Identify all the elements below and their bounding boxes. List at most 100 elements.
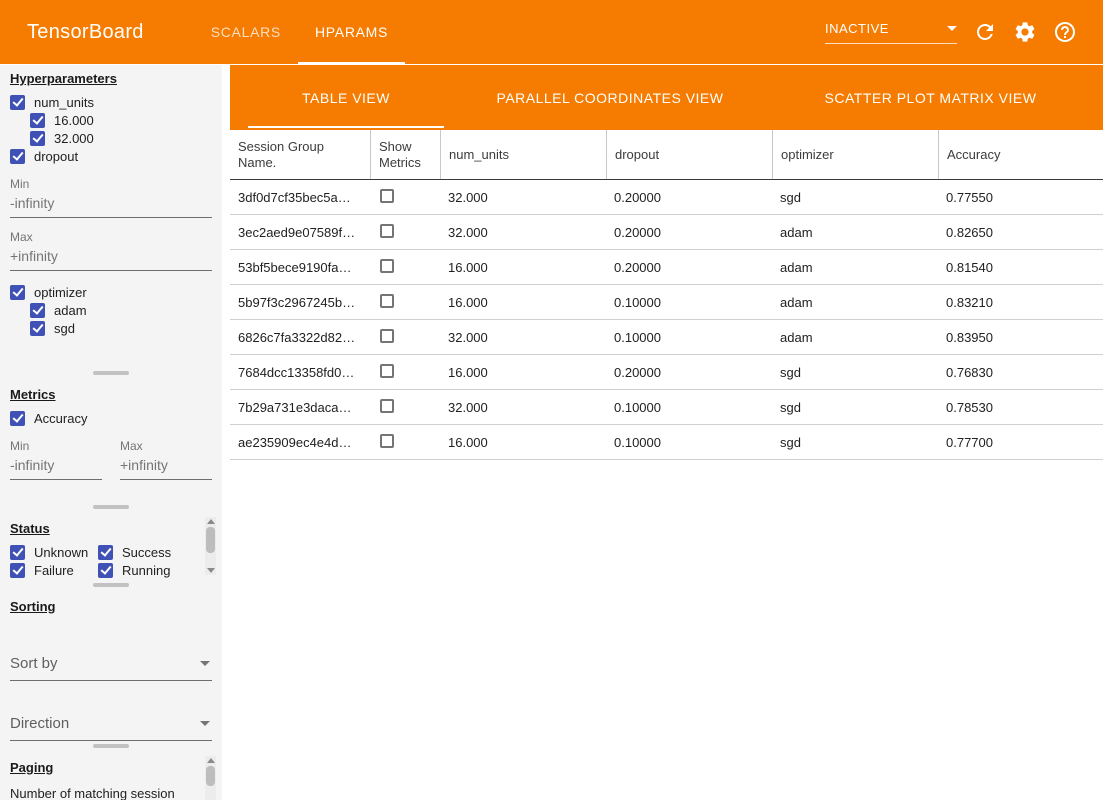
- show-metrics-cell: [370, 259, 440, 276]
- checkbox-row-failure[interactable]: Failure: [10, 561, 98, 579]
- settings-button[interactable]: [1013, 20, 1037, 44]
- metric-min-input[interactable]: -infinity: [10, 453, 102, 480]
- metrics-section: Metrics Accuracy Min -infinity Max +infi…: [0, 381, 222, 499]
- metric-min-label: Min: [10, 439, 102, 453]
- checkbox-label: num_units: [34, 95, 94, 110]
- scroll-thumb[interactable]: [206, 527, 215, 553]
- reload-status-value: INACTIVE: [825, 21, 889, 36]
- matching-groups-text: Number of matching session groups: 8: [10, 785, 192, 800]
- resize-handle[interactable]: [93, 505, 129, 509]
- column-header-session-group-name[interactable]: Session Group Name.: [230, 130, 370, 179]
- optimizer-cell: adam: [772, 260, 938, 275]
- checkbox-checked-icon[interactable]: [10, 285, 25, 300]
- resize-handle[interactable]: [93, 371, 129, 375]
- tab-parallel-coordinates-view[interactable]: PARALLEL COORDINATES VIEW: [462, 65, 758, 130]
- column-header-optimizer[interactable]: optimizer: [772, 130, 938, 179]
- show-metrics-checkbox[interactable]: [380, 189, 394, 203]
- checkbox-row-dropout[interactable]: dropout: [10, 147, 212, 165]
- plugin-tabs: SCALARS HPARAMS: [194, 0, 405, 64]
- sorting-heading: Sorting: [10, 599, 56, 614]
- show-metrics-checkbox[interactable]: [380, 399, 394, 413]
- checkbox-row-num-units-16[interactable]: 16.000: [30, 111, 212, 129]
- checkbox-label: Failure: [34, 563, 74, 578]
- status-options: Unknown Success Failure Running: [10, 543, 198, 579]
- resize-handle[interactable]: [93, 583, 129, 587]
- tab-scalars[interactable]: SCALARS: [194, 0, 298, 64]
- checkbox-row-accuracy[interactable]: Accuracy: [10, 409, 212, 427]
- tab-hparams-label: HPARAMS: [315, 24, 388, 40]
- scroll-down-icon[interactable]: [207, 568, 215, 573]
- session-group-name-cell: 7b29a731e3daca…: [230, 400, 370, 415]
- tab-table-view[interactable]: TABLE VIEW: [230, 65, 462, 130]
- hparams-sidebar: Hyperparameters num_units 16.000 32.000 …: [0, 65, 222, 800]
- show-metrics-cell: [370, 329, 440, 346]
- status-scrollbar[interactable]: [205, 517, 216, 575]
- checkbox-checked-icon[interactable]: [30, 131, 45, 146]
- column-header-dropout[interactable]: dropout: [606, 130, 772, 179]
- show-metrics-checkbox[interactable]: [380, 329, 394, 343]
- direction-select[interactable]: Direction: [10, 711, 212, 741]
- checkbox-label: 32.000: [54, 131, 94, 146]
- num-units-cell: 16.000: [440, 295, 606, 310]
- tab-scatter-plot-matrix-view[interactable]: SCATTER PLOT MATRIX VIEW: [758, 65, 1103, 130]
- session-group-name-cell: 7684dcc13358fd0…: [230, 365, 370, 380]
- dropout-max-input[interactable]: +infinity: [10, 244, 212, 271]
- accuracy-cell: 0.83950: [938, 330, 1103, 345]
- show-metrics-cell: [370, 294, 440, 311]
- column-header-accuracy[interactable]: Accuracy: [938, 130, 1103, 179]
- show-metrics-checkbox[interactable]: [380, 259, 394, 273]
- scroll-up-icon[interactable]: [207, 519, 215, 524]
- checkbox-row-num-units[interactable]: num_units: [10, 93, 212, 111]
- show-metrics-checkbox[interactable]: [380, 294, 394, 308]
- checkbox-row-unknown[interactable]: Unknown: [10, 543, 98, 561]
- metrics-heading: Metrics: [10, 387, 56, 402]
- checkbox-label: optimizer: [34, 285, 87, 300]
- dropdown-caret-icon: [947, 26, 957, 31]
- resize-handle[interactable]: [93, 744, 129, 748]
- table-row: 53bf5bece9190fa… 16.000 0.20000 adam 0.8…: [230, 250, 1103, 285]
- checkbox-checked-icon[interactable]: [30, 303, 45, 318]
- checkbox-checked-icon[interactable]: [30, 321, 45, 336]
- scroll-thumb[interactable]: [206, 766, 215, 786]
- checkbox-row-sgd[interactable]: sgd: [30, 319, 212, 337]
- checkbox-checked-icon[interactable]: [10, 545, 25, 560]
- metric-max-input[interactable]: +infinity: [120, 453, 212, 480]
- show-metrics-checkbox[interactable]: [380, 224, 394, 238]
- checkbox-checked-icon[interactable]: [10, 411, 25, 426]
- table-row: 7684dcc13358fd0… 16.000 0.20000 sgd 0.76…: [230, 355, 1103, 390]
- paging-heading: Paging: [10, 760, 53, 775]
- show-metrics-checkbox[interactable]: [380, 364, 394, 378]
- checkbox-checked-icon[interactable]: [10, 149, 25, 164]
- refresh-button[interactable]: [973, 20, 997, 44]
- tab-scatter-plot-matrix-view-label: SCATTER PLOT MATRIX VIEW: [825, 90, 1037, 106]
- checkbox-row-success[interactable]: Success: [98, 543, 198, 561]
- accuracy-cell: 0.82650: [938, 225, 1103, 240]
- column-header-show-metrics[interactable]: Show Metrics: [370, 130, 440, 179]
- session-group-name-cell: ae235909ec4e4d…: [230, 435, 370, 450]
- show-metrics-checkbox[interactable]: [380, 434, 394, 448]
- checkbox-checked-icon[interactable]: [30, 113, 45, 128]
- help-button[interactable]: [1053, 20, 1077, 44]
- checkbox-row-optimizer[interactable]: optimizer: [10, 283, 212, 301]
- sort-by-select[interactable]: Sort by: [10, 651, 212, 681]
- checkbox-row-num-units-32[interactable]: 32.000: [30, 129, 212, 147]
- accuracy-cell: 0.78530: [938, 400, 1103, 415]
- num-units-cell: 32.000: [440, 225, 606, 240]
- scroll-up-icon[interactable]: [207, 758, 215, 763]
- checkbox-label: Running: [122, 563, 170, 578]
- dropout-min-input[interactable]: -infinity: [10, 191, 212, 218]
- paging-scrollbar[interactable]: [205, 756, 216, 800]
- tab-hparams[interactable]: HPARAMS: [298, 0, 405, 64]
- dropout-cell: 0.10000: [606, 295, 772, 310]
- table-row: 7b29a731e3daca… 32.000 0.10000 sgd 0.785…: [230, 390, 1103, 425]
- checkbox-checked-icon[interactable]: [98, 545, 113, 560]
- optimizer-cell: adam: [772, 330, 938, 345]
- checkbox-checked-icon[interactable]: [10, 563, 25, 578]
- checkbox-row-adam[interactable]: adam: [30, 301, 212, 319]
- column-header-num-units[interactable]: num_units: [440, 130, 606, 179]
- checkbox-checked-icon[interactable]: [10, 95, 25, 110]
- reload-status-select[interactable]: INACTIVE: [825, 21, 957, 44]
- show-metrics-cell: [370, 364, 440, 381]
- checkbox-row-running[interactable]: Running: [98, 561, 198, 579]
- checkbox-checked-icon[interactable]: [98, 563, 113, 578]
